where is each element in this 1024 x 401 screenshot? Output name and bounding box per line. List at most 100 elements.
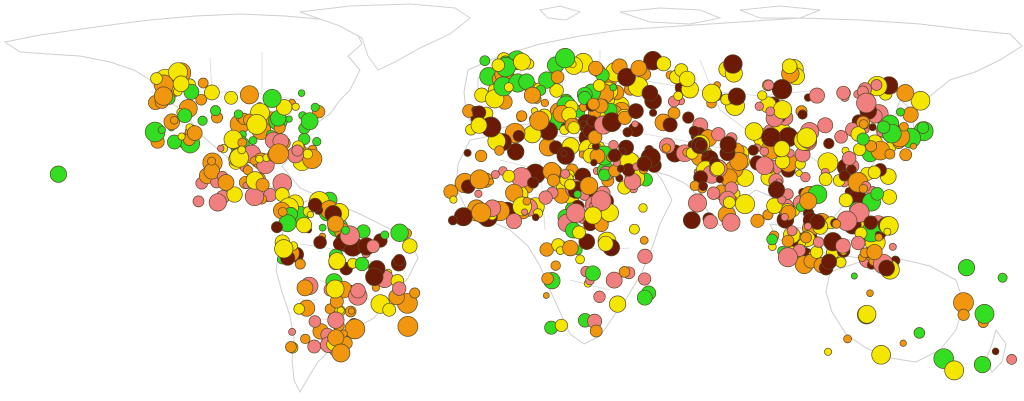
map-marker-green — [285, 115, 293, 123]
map-marker-yellow — [237, 145, 247, 155]
map-marker-pink — [755, 156, 774, 176]
map-marker-orange — [550, 260, 561, 271]
map-marker-orange — [957, 308, 970, 321]
map-marker-green — [297, 89, 306, 97]
map-marker-yellow — [597, 235, 614, 252]
map-marker-orange — [902, 106, 919, 123]
map-marker-green — [973, 356, 992, 374]
map-marker-yellow — [402, 238, 418, 254]
map-marker-yellow — [293, 303, 305, 315]
map-marker-green — [157, 125, 166, 134]
map-marker-brown — [771, 79, 793, 100]
map-marker-orange — [300, 333, 311, 345]
map-marker-orange — [639, 235, 649, 245]
map-marker-pink — [803, 222, 812, 231]
map-marker-brown — [682, 211, 701, 230]
map-marker-pink — [780, 213, 789, 222]
map-marker-brown — [607, 148, 622, 163]
map-marker-orange — [579, 176, 599, 196]
map-marker-green — [555, 48, 576, 69]
map-marker-pink — [777, 247, 798, 268]
map-marker-pink — [763, 79, 775, 91]
map-marker-brown — [531, 213, 540, 222]
map-marker-orange — [494, 145, 505, 156]
map-marker-green — [233, 109, 244, 119]
map-marker-green — [636, 289, 653, 306]
map-marker-orange — [239, 85, 259, 105]
map-marker-yellow — [572, 225, 586, 240]
map-marker-brown — [447, 215, 458, 226]
map-marker-orange — [327, 329, 345, 347]
map-marker-yellow — [502, 169, 516, 183]
map-marker-pink — [560, 168, 571, 179]
map-marker-orange — [781, 234, 795, 248]
map-marker-green — [856, 132, 870, 146]
map-marker-green — [310, 102, 320, 112]
map-marker-orange — [865, 140, 878, 153]
map-marker-orange — [471, 202, 492, 223]
map-marker-orange — [884, 148, 896, 160]
map-marker-yellow — [757, 90, 768, 101]
map-marker-green — [341, 225, 350, 235]
map-marker-yellow — [325, 279, 345, 299]
map-marker-pink — [800, 171, 811, 183]
map-marker-yellow — [881, 189, 897, 205]
map-marker-yellow — [772, 100, 793, 120]
map-marker-pink — [870, 79, 883, 91]
map-marker-yellow — [723, 196, 736, 209]
greenland-outline — [299, 3, 471, 71]
map-marker-brown — [821, 253, 838, 270]
map-marker-orange — [540, 98, 550, 108]
map-marker-orange — [589, 324, 603, 338]
map-marker-orange — [529, 110, 550, 131]
map-marker-yellow — [824, 347, 833, 356]
map-marker-brown — [688, 125, 700, 137]
map-marker-pink — [834, 130, 848, 144]
map-marker-brown — [863, 215, 878, 230]
map-marker-yellow — [629, 223, 640, 235]
map-marker-yellow — [710, 161, 726, 177]
map-marker-brown — [641, 84, 659, 102]
map-marker-orange — [217, 174, 235, 191]
map-marker-brown — [797, 109, 808, 120]
map-marker-green — [354, 256, 370, 272]
map-marker-brown — [617, 67, 636, 87]
map-marker-orange — [542, 292, 550, 299]
map-marker-yellow — [735, 194, 755, 215]
map-marker-yellow — [226, 186, 243, 203]
map-marker-yellow — [883, 227, 892, 236]
map-marker-brown — [616, 164, 625, 173]
map-marker-pink — [327, 311, 345, 329]
map-marker-orange — [344, 318, 366, 340]
map-marker-pink — [809, 87, 825, 104]
map-marker-yellow — [609, 295, 627, 313]
map-marker-orange — [899, 339, 907, 347]
map-marker-brown — [271, 221, 283, 234]
map-marker-pink — [711, 127, 726, 142]
map-marker-orange — [661, 143, 672, 153]
map-marker-green — [177, 108, 193, 124]
map-marker-pink — [786, 225, 798, 237]
map-marker-yellow — [575, 254, 585, 265]
map-marker-brown — [809, 214, 826, 230]
map-marker-brown — [393, 254, 406, 267]
map-marker-pink — [490, 170, 500, 179]
map-marker-pink — [366, 239, 380, 254]
map-marker-orange — [562, 239, 579, 257]
map-marker-orange — [523, 86, 541, 104]
map-marker-green — [850, 272, 858, 280]
map-marker-pink — [812, 236, 825, 248]
map-marker-orange — [169, 115, 179, 125]
map-marker-orange — [799, 192, 818, 210]
map-marker-brown — [723, 54, 743, 74]
map-marker-brown — [698, 181, 708, 192]
map-marker-brown — [649, 108, 658, 117]
map-marker-pink — [506, 213, 522, 230]
map-marker-pink — [851, 235, 866, 251]
map-marker-yellow — [592, 79, 606, 92]
map-marker-brown — [838, 170, 851, 182]
arctic-islands-outline — [619, 5, 821, 25]
map-marker-green — [870, 187, 884, 201]
map-marker-yellow — [382, 302, 397, 317]
map-marker-yellow — [554, 318, 568, 332]
